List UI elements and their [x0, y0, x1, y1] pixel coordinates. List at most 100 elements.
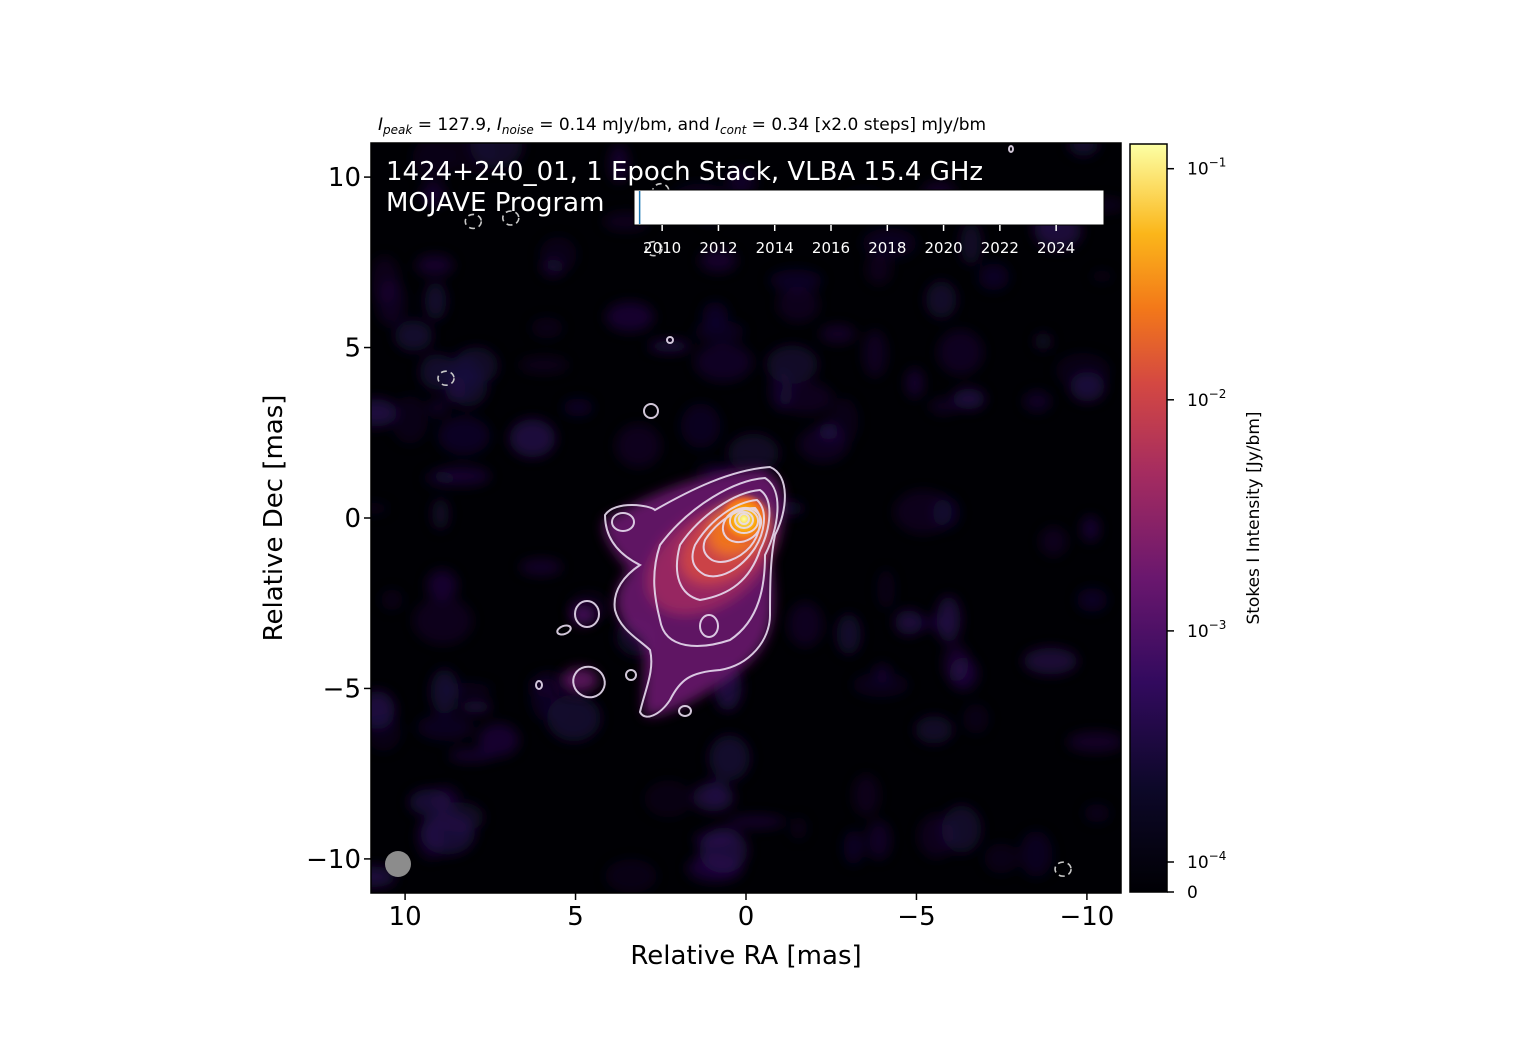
timeline-tick-label: 2012	[699, 239, 737, 257]
x-tick-label: 10	[389, 902, 422, 932]
noise-blob	[708, 735, 751, 781]
noise-blob	[915, 715, 953, 744]
noise-blob	[1076, 587, 1108, 612]
noise-blob	[769, 269, 823, 292]
noise-blob	[680, 403, 721, 449]
noise-blob	[705, 777, 727, 808]
chart-title: Ipeak = 127.9, Inoise = 0.14 mJy/bm, and…	[378, 115, 986, 137]
x-axis: 10 5 0 −5 −10	[389, 893, 1114, 932]
noise-blob	[894, 609, 923, 635]
noise-blob	[778, 381, 833, 415]
noise-blob	[1019, 831, 1053, 877]
noise-blob	[394, 320, 433, 352]
noise-blob	[727, 433, 780, 473]
noise-blob	[448, 749, 494, 762]
noise-blob	[428, 398, 448, 417]
noise-blob	[1023, 647, 1078, 675]
colorbar-label: Stokes I Intensity [Jy/bm]	[1244, 411, 1264, 624]
colorbar-tick-label: 0	[1187, 883, 1198, 903]
timeline-tick-label: 2022	[981, 239, 1019, 257]
noise-blob	[1081, 515, 1100, 542]
negative-contour	[501, 210, 520, 226]
noise-blob	[963, 703, 990, 734]
program-annotation: MOJAVE Program	[386, 188, 604, 218]
noise-blob	[434, 786, 460, 811]
noise-blob	[424, 281, 447, 320]
noise-blob	[454, 347, 499, 385]
noise-blob	[1034, 332, 1052, 351]
noise-blob	[1040, 526, 1067, 557]
noise-blob	[413, 597, 473, 645]
noise-blob	[509, 418, 556, 458]
noise-blob	[460, 700, 492, 714]
positive-contours	[535, 145, 1014, 718]
colorbar-tick-label: 10−4	[1187, 849, 1226, 873]
noise-blob	[376, 279, 405, 326]
colorbar-tick-label: 10−3	[1187, 618, 1226, 642]
timeline-tick-label: 2016	[812, 239, 850, 257]
noise-blob	[702, 301, 729, 330]
noise-blob	[836, 614, 861, 655]
noise-blob	[877, 569, 895, 610]
noise-blob	[937, 329, 984, 375]
noise-blob	[423, 470, 456, 487]
noise-blob	[426, 569, 458, 601]
noise-blob	[420, 813, 475, 855]
noise-blob	[863, 329, 887, 378]
noise-blob	[699, 248, 737, 272]
noise-blob	[820, 324, 856, 343]
colorbar: 10−1 10−2 10−3 10−4 0 Stokes I Intensity [Jy…	[1129, 143, 1264, 903]
noise-blob	[777, 286, 819, 323]
x-tick-label: −10	[1059, 902, 1114, 932]
timeline-tick-label: 2018	[868, 239, 906, 257]
noise-blob	[866, 253, 892, 285]
noise-blob	[609, 144, 629, 183]
noise-blob	[862, 228, 917, 259]
timeline-tick-label: 2024	[1037, 239, 1075, 257]
noise-blob	[906, 368, 924, 398]
noise-blob	[984, 843, 1019, 874]
y-tick-label: 0	[344, 504, 361, 534]
timeline-tick-label: 2014	[756, 239, 794, 257]
noise-blob	[1055, 352, 1111, 389]
noise-blob	[371, 502, 390, 515]
noise-blob	[437, 416, 491, 456]
y-tick-label: 5	[344, 334, 361, 364]
colorbar-tick-label: 10−2	[1187, 387, 1226, 411]
noise-blob	[430, 669, 459, 715]
noise-blob	[1023, 391, 1051, 412]
noise-blob	[644, 780, 693, 818]
beam-ellipse	[385, 851, 411, 877]
y-tick-label: −10	[306, 845, 361, 875]
noise-blob	[726, 815, 786, 828]
x-axis-label: Relative RA [mas]	[630, 941, 861, 971]
noise-blob	[952, 388, 986, 410]
noise-blob	[894, 490, 953, 534]
noise-blob	[539, 236, 577, 273]
noise-blob	[417, 714, 474, 741]
negative-contour	[645, 240, 663, 257]
noise-blob	[605, 301, 654, 332]
noise-blob	[843, 830, 864, 865]
noise-blob	[416, 254, 454, 276]
noise-blob	[1091, 270, 1113, 283]
noise-blob	[431, 497, 450, 531]
y-axis-label: Relative Dec [mas]	[259, 395, 289, 642]
noise-blob	[960, 222, 982, 265]
noise-blob	[1084, 803, 1111, 823]
noise-blob	[421, 182, 446, 206]
noise-blob	[615, 424, 661, 468]
x-tick-label: 5	[567, 902, 584, 932]
noise-blob	[380, 589, 403, 611]
image-panel	[370, 142, 1122, 894]
noise-blob	[530, 317, 564, 339]
noise-blob	[790, 816, 807, 840]
noise-blob	[1067, 731, 1121, 753]
negative-contour	[1054, 861, 1072, 877]
noise-blob	[648, 340, 691, 353]
source-annotation: 1424+240_01, 1 Epoch Stack, VLBA 15.4 GH…	[386, 157, 983, 187]
noise-blob	[694, 342, 753, 382]
noise-blob	[518, 356, 570, 374]
noise-blob	[766, 345, 818, 385]
